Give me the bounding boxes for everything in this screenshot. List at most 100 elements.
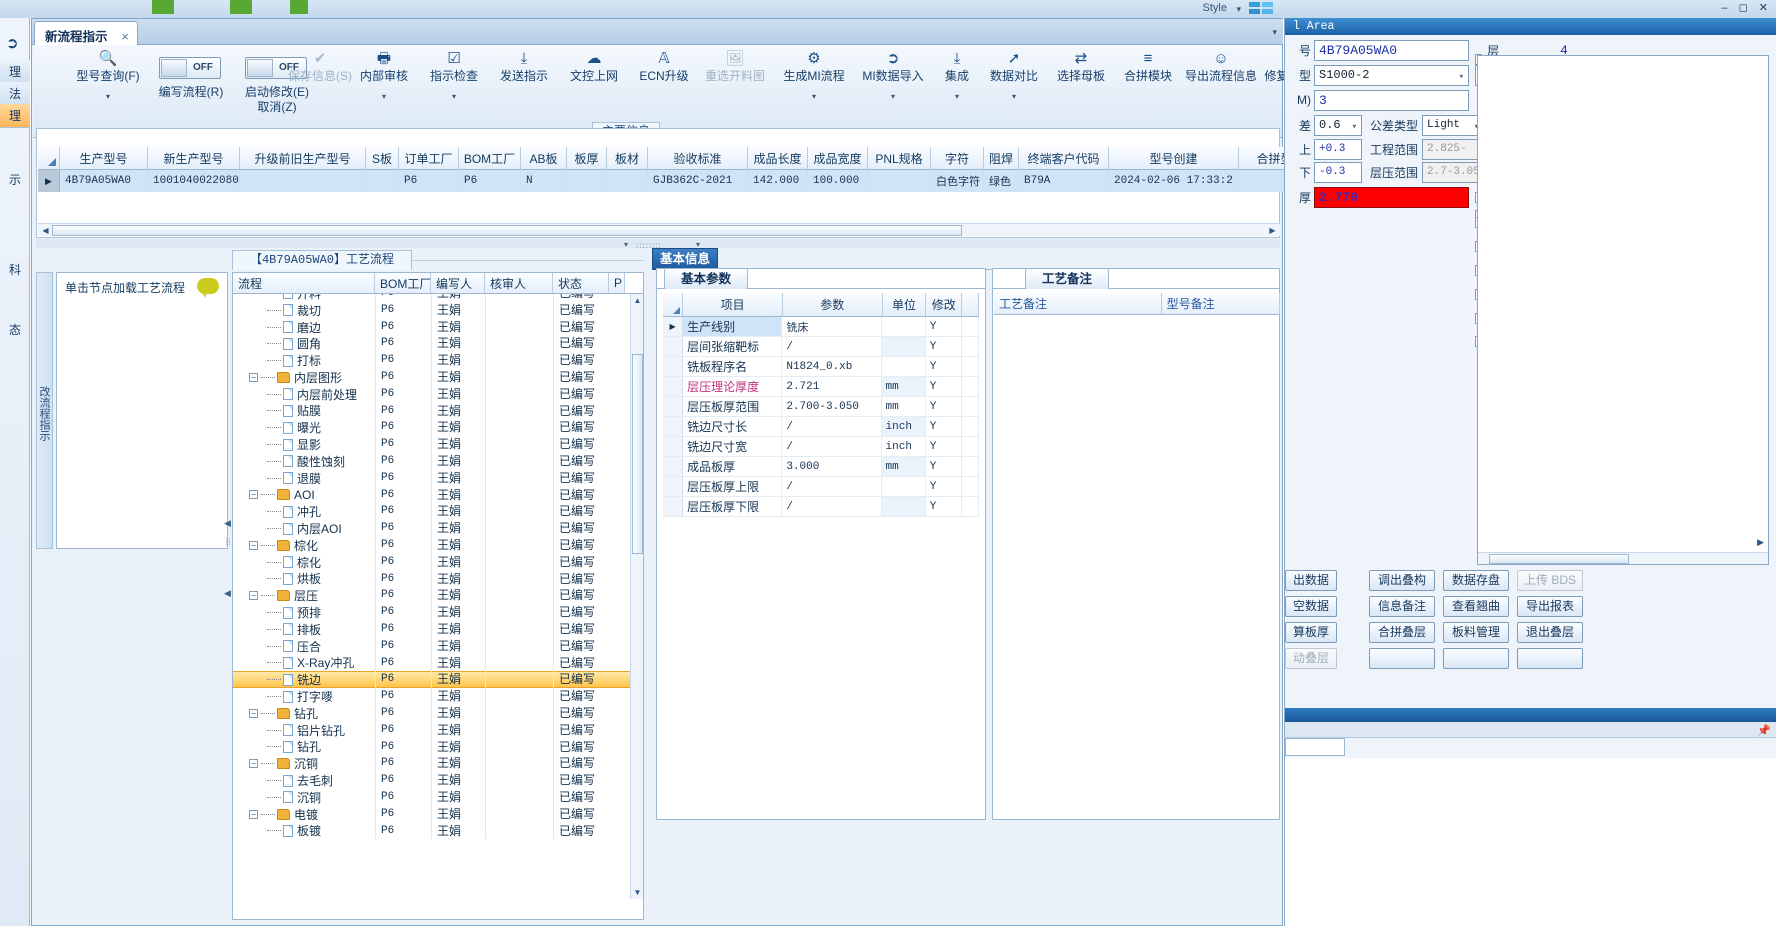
grid-corner-button[interactable] — [38, 147, 60, 170]
table-cell[interactable] — [240, 170, 366, 192]
scroll-up-icon[interactable]: ▲ — [633, 296, 642, 305]
tree-column-header[interactable]: 核审人 — [485, 273, 553, 293]
tree-row[interactable]: 冲孔 P6 王娟 已编写 — [233, 503, 643, 521]
tree-node-label-wrap[interactable]: 内层AOI — [233, 520, 375, 537]
tree-node-label-wrap[interactable]: 排板 — [233, 621, 375, 638]
tree-row[interactable]: 裁切 P6 王娟 已编写 — [233, 301, 643, 319]
column-header[interactable]: 成品长度 — [748, 147, 808, 170]
tree-node-label-wrap[interactable]: 显影 — [233, 436, 375, 453]
tree-node-label-wrap[interactable]: X-Ray冲孔 — [233, 654, 375, 671]
table-cell[interactable]: 10010400220800 — [148, 170, 240, 192]
tree-row[interactable]: − 棕化 P6 王娟 已编写 — [233, 536, 643, 554]
close-icon[interactable]: × — [121, 30, 129, 44]
rail-tab-2[interactable]: 理 — [0, 104, 30, 128]
param-modify-flag[interactable]: Y — [926, 337, 962, 356]
area-button-合拼叠层[interactable]: 合拼叠层 — [1369, 622, 1435, 643]
panel-collapse-handles[interactable]: ◀ :::: ◀ — [224, 508, 232, 638]
param-row-selector[interactable] — [663, 337, 684, 356]
param-value[interactable]: N1824_0.xb — [782, 357, 882, 376]
area-button-blank[interactable] — [1369, 648, 1435, 669]
tree-column-header[interactable]: BOM工厂 — [375, 273, 431, 293]
area-button-板料管理[interactable]: 板料管理 — [1443, 622, 1509, 643]
table-cell[interactable] — [366, 170, 399, 192]
tree-node-label-wrap[interactable]: 打标 — [233, 352, 375, 369]
area-button-信息备注[interactable]: 信息备注 — [1369, 596, 1435, 617]
expander-icon[interactable]: − — [249, 591, 258, 601]
area-button-数据存盘[interactable]: 数据存盘 — [1443, 570, 1509, 591]
param-column-header[interactable]: 项目 — [683, 293, 783, 317]
tolerance-upper-input[interactable]: +0.3 — [1314, 138, 1362, 160]
chevron-down-icon[interactable]: ▾ — [105, 92, 110, 101]
scroll-left-icon[interactable]: ◀ — [42, 226, 49, 235]
tab-process-notes[interactable]: 工艺备注 — [1025, 268, 1110, 289]
notes-column-header[interactable]: 型号备注 — [1161, 293, 1280, 314]
tree-node-label-wrap[interactable]: 退膜 — [233, 470, 375, 487]
expander-icon[interactable]: − — [249, 372, 258, 382]
chevron-down-icon[interactable]: ▾ — [811, 92, 816, 101]
scroll-right-icon[interactable]: ▶ — [1757, 537, 1764, 547]
param-row[interactable]: 层压板厚上限 / Y — [663, 477, 980, 497]
tree-node-label-wrap[interactable]: 开料 — [233, 294, 375, 302]
tree-row[interactable]: 去毛刺 P6 王娟 已编写 — [233, 772, 643, 789]
param-value[interactable]: / — [782, 497, 882, 516]
toggle-start-modify[interactable]: OFF — [245, 57, 307, 79]
param-modify-flag[interactable]: Y — [926, 437, 962, 456]
param-row[interactable]: 铣边尺寸宽 / inch Y — [663, 437, 980, 457]
rail-tab-0[interactable]: 理 — [0, 60, 30, 84]
chevron-down-icon[interactable]: ▾ — [381, 92, 386, 101]
param-column-header[interactable]: 参数 — [782, 293, 883, 317]
ribbon-instruction-check[interactable]: ☑ 指示检查 ▾ — [420, 49, 488, 102]
column-header[interactable]: S板 — [366, 147, 399, 170]
tree-column-header[interactable]: 状态 — [553, 273, 609, 293]
area-button-blank[interactable] — [1443, 648, 1509, 669]
expander-icon[interactable]: − — [249, 490, 258, 500]
param-value[interactable]: / — [782, 337, 882, 356]
ribbon-select-master-board[interactable]: ⇄ 选择母板 — [1047, 49, 1115, 84]
tree-row[interactable]: 曝光 P6 王娟 已编写 — [233, 419, 643, 437]
ribbon-mi-data-import[interactable]: ➲ MI数据导入 ▾ — [854, 49, 932, 102]
column-header[interactable]: 订单工厂 — [399, 147, 459, 170]
area-button-调出叠构[interactable]: 调出叠构 — [1369, 570, 1435, 591]
table-cell[interactable]: P6 — [459, 170, 521, 192]
tree-row[interactable]: 钻孔 P6 王娟 已编写 — [233, 738, 643, 756]
column-header[interactable]: 板厚 — [567, 147, 607, 170]
tree-node-label-wrap[interactable]: 沉铜 — [233, 789, 375, 806]
column-header[interactable]: 新生产型号 — [148, 147, 240, 170]
tree-row[interactable]: 沉铜 P6 王娟 已编写 — [233, 788, 643, 806]
expander-icon[interactable]: − — [249, 540, 258, 550]
ribbon-ecn-upgrade[interactable]: 𝔸 ECN升级 — [630, 49, 698, 84]
tree-node-label-wrap[interactable]: 板镀 — [233, 822, 375, 839]
param-column-header[interactable]: 修改 — [926, 293, 962, 317]
tree-node-label-wrap[interactable]: − AOI — [233, 488, 375, 502]
param-modify-flag[interactable]: Y — [926, 477, 962, 496]
tree-row[interactable]: 铝片钻孔 P6 王娟 已编写 — [233, 721, 643, 739]
param-row-selector[interactable] — [663, 377, 684, 396]
tree-row[interactable]: 烘板 P6 王娟 已编写 — [233, 570, 643, 588]
splitter-grip[interactable]: :::::::: — [636, 241, 662, 250]
param-value[interactable]: 2.721 — [782, 377, 882, 396]
tolerance-type-select[interactable]: Light — [1422, 114, 1485, 137]
column-header[interactable]: 升级前旧生产型号 — [240, 147, 366, 170]
tree-node-label-wrap[interactable]: 酸性蚀刻 — [233, 453, 375, 470]
tab-basic-info[interactable]: 基本信息 — [652, 248, 718, 275]
scroll-down-icon[interactable]: ▼ — [633, 888, 642, 897]
param-modify-flag[interactable]: Y — [926, 377, 962, 396]
param-modify-flag[interactable]: Y — [926, 417, 962, 436]
stackup-hscrollbar[interactable] — [1478, 552, 1768, 564]
parameter-grid-body[interactable]: ▶ 生产线别 铣床 Y 层间张缩靶标 / Y 铣板程序名 N1824_0.xb Y 层压理论厚度 2.… — [663, 317, 980, 517]
column-header[interactable]: 终端客户代码 — [1019, 147, 1109, 170]
tree-row[interactable]: 显影 P6 王娟 已编写 — [233, 436, 643, 453]
area-button-查看翘曲[interactable]: 查看翘曲 — [1443, 596, 1509, 617]
ribbon-save-info[interactable]: ✔ 保存信息(S) — [277, 49, 363, 84]
tree-node-label-wrap[interactable]: 磨边 — [233, 319, 375, 336]
ribbon-generate-mi-flow[interactable]: ⚙ 生成MI流程 ▾ — [775, 49, 853, 102]
ribbon-internal-review[interactable]: 🖶 内部审核 ▾ — [350, 49, 418, 102]
table-cell[interactable] — [868, 170, 931, 192]
ribbon-reselect-cutting-map[interactable]: 🖼 重选开料图 — [696, 49, 774, 84]
tab-new-flow-instruction[interactable]: 新流程指示 × — [34, 21, 138, 45]
area-button-导出报表[interactable]: 导出报表 — [1517, 596, 1583, 617]
table-cell[interactable]: 142.000 — [748, 170, 808, 192]
model-number-input[interactable]: 4B79A05WA0 — [1314, 39, 1469, 61]
param-row[interactable]: 铣板程序名 N1824_0.xb Y — [663, 357, 980, 377]
area-button-出数据[interactable]: 出数据 — [1285, 570, 1337, 591]
